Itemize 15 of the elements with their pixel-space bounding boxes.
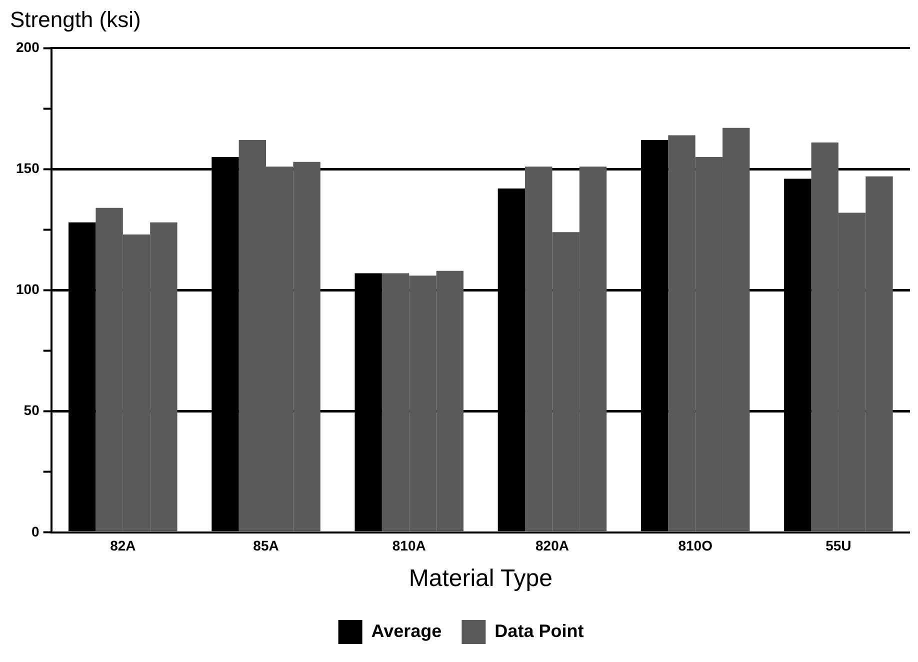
x-tick-label: 82A [110,538,136,554]
legend-label: Data Point [494,620,584,641]
x-tick-label: 810O [678,538,713,554]
x-tick-label: 810A [392,538,426,554]
y-tick-label: 150 [16,160,40,176]
x-tick-label: 85A [253,538,279,554]
y-tick-label: 100 [16,281,40,298]
y-axis-title: Strength (ksi) [10,7,141,32]
y-tick-label: 50 [24,402,40,418]
x-tick-label: 820A [536,538,569,554]
y-tick-label: 200 [16,38,40,55]
legend-label: Average [371,620,442,641]
x-axis-title: Material Type [408,565,552,592]
y-tick-label: 0 [32,523,40,540]
x-tick-label: 55U [826,538,852,554]
